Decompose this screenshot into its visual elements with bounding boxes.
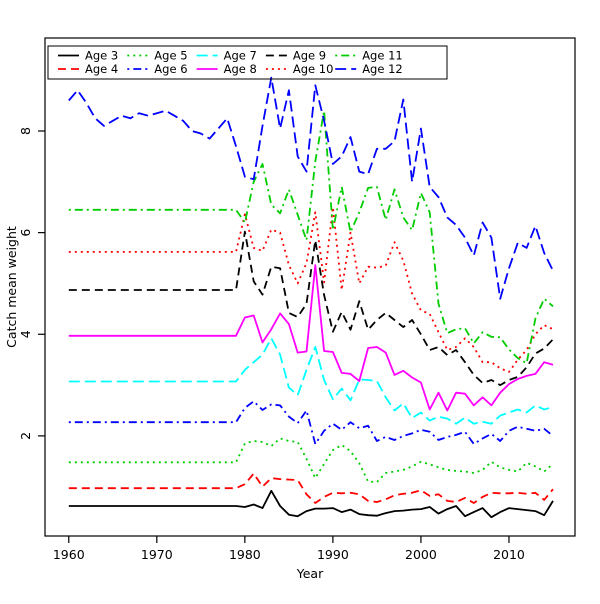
series-line-age-3 [68, 489, 554, 519]
x-tick-label: 2000 [405, 547, 437, 562]
series-line-age-7 [68, 337, 554, 425]
x-tick-label: 1990 [317, 547, 349, 562]
series-line-age-8 [68, 264, 554, 412]
x-tick-label: 1970 [141, 547, 173, 562]
series-line-age-9 [68, 230, 554, 387]
legend-label: Age 12 [362, 62, 403, 76]
legend-label: Age 9 [293, 49, 326, 63]
y-tick-label: 4 [18, 330, 33, 338]
x-axis-title: Year [296, 566, 324, 581]
y-tick-label: 2 [18, 432, 33, 440]
series-line-age-4 [68, 472, 554, 504]
legend-box [47, 45, 448, 80]
series-line-age-6 [68, 400, 554, 445]
x-tick-label: 1960 [53, 547, 85, 562]
y-tick-label: 8 [18, 127, 33, 135]
series-line-age-5 [68, 437, 554, 484]
legend-label: Age 7 [224, 49, 257, 63]
legend-label: Age 10 [293, 62, 334, 76]
legend-label: Age 8 [224, 62, 257, 76]
series-line-age-10 [68, 206, 554, 373]
legend-label: Age 4 [85, 62, 118, 76]
x-tick-label: 2010 [493, 547, 525, 562]
y-tick-label: 6 [18, 229, 33, 237]
legend-label: Age 5 [154, 49, 187, 63]
y-axis-title: Catch mean weight [4, 226, 19, 348]
x-tick-label: 1980 [229, 547, 261, 562]
plot-border [44, 37, 576, 537]
legend-label: Age 11 [362, 49, 403, 63]
legend-label: Age 6 [154, 62, 187, 76]
legend-label: Age 3 [85, 49, 118, 63]
series-line-age-12 [68, 76, 554, 300]
series-line-age-11 [68, 109, 554, 365]
